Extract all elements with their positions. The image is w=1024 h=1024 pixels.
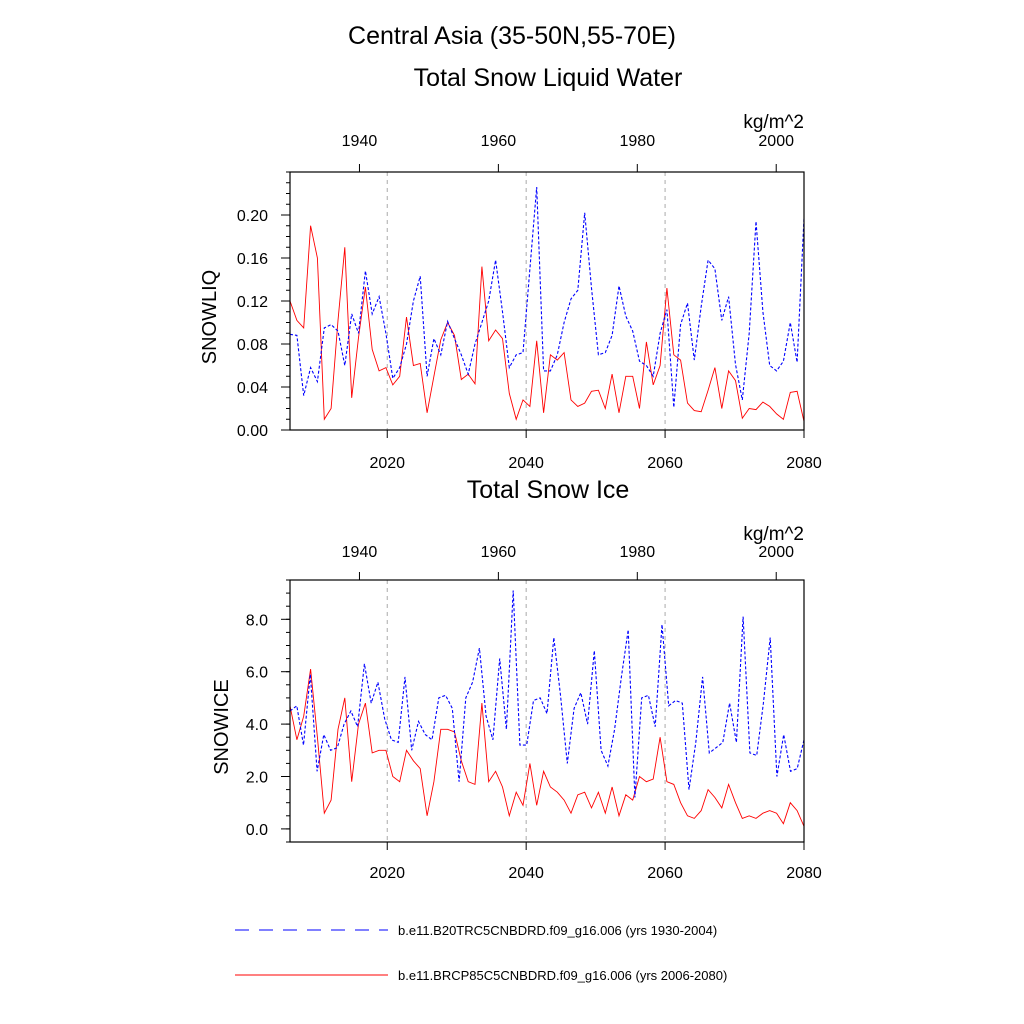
- legend: b.e11.B20TRC5CNBDRD.f09_g16.006 (yrs 193…: [235, 923, 727, 983]
- units-label: kg/m^2: [743, 524, 804, 545]
- y-tick-label: 0.00: [237, 423, 268, 440]
- legend-label-1: b.e11.B20TRC5CNBDRD.f09_g16.006 (yrs 193…: [398, 923, 717, 938]
- y-tick-label: 8.0: [246, 612, 268, 629]
- series-line-historical: [289, 590, 805, 798]
- bottom-tick-label: 2060: [647, 865, 683, 882]
- bottom-tick-label: 2080: [786, 865, 822, 882]
- region-title: Central Asia (35-50N,55-70E): [348, 22, 676, 50]
- top-tick-label: 2000: [758, 544, 794, 561]
- y-axis-label: SNOWICE: [211, 679, 233, 775]
- legend-label-2: b.e11.BRCP85C5CNBDRD.f09_g16.006 (yrs 20…: [398, 968, 727, 983]
- y-tick-label: 0.08: [237, 337, 268, 354]
- y-tick-label: 0.0: [246, 822, 268, 839]
- chart-panel-1: Total Snow Liquid Water kg/m^2 SNOWLIQ 0.00…: [199, 64, 822, 472]
- bottom-tick-label: 2040: [508, 455, 544, 472]
- bottom-tick-label: 2080: [786, 455, 822, 472]
- top-tick-label: 1980: [620, 133, 656, 150]
- top-tick-label: 1980: [620, 544, 656, 561]
- y-tick-label: 4.0: [246, 717, 268, 734]
- y-tick-label: 0.20: [237, 208, 268, 225]
- y-tick-label: 0.16: [237, 251, 268, 268]
- bottom-tick-label: 2020: [369, 865, 405, 882]
- y-axis-label: SNOWLIQ: [199, 270, 221, 364]
- top-tick-label: 1940: [342, 544, 378, 561]
- y-tick-label: 0.04: [237, 380, 268, 397]
- bottom-tick-label: 2040: [508, 865, 544, 882]
- top-tick-label: 2000: [758, 133, 794, 150]
- chart-title: Total Snow Ice: [467, 476, 630, 504]
- series-line-future: [289, 225, 805, 422]
- top-tick-label: 1960: [481, 133, 517, 150]
- units-label: kg/m^2: [743, 112, 804, 133]
- series-line-future: [289, 669, 805, 827]
- plot-frame: [289, 171, 805, 431]
- bottom-tick-label: 2020: [369, 455, 405, 472]
- top-tick-label: 1960: [481, 544, 517, 561]
- chart-title: Total Snow Liquid Water: [414, 64, 683, 92]
- bottom-tick-label: 2060: [647, 455, 683, 472]
- plot-frame: [289, 579, 805, 843]
- y-tick-label: 0.12: [237, 294, 268, 311]
- y-tick-label: 6.0: [246, 665, 268, 682]
- y-tick-label: 2.0: [246, 770, 268, 787]
- series-line-historical: [289, 186, 805, 408]
- top-tick-label: 1940: [342, 133, 378, 150]
- chart-panel-2: Total Snow Ice kg/m^2 SNOWICE 0.0 2.0 4.0 6.0 8…: [211, 476, 822, 882]
